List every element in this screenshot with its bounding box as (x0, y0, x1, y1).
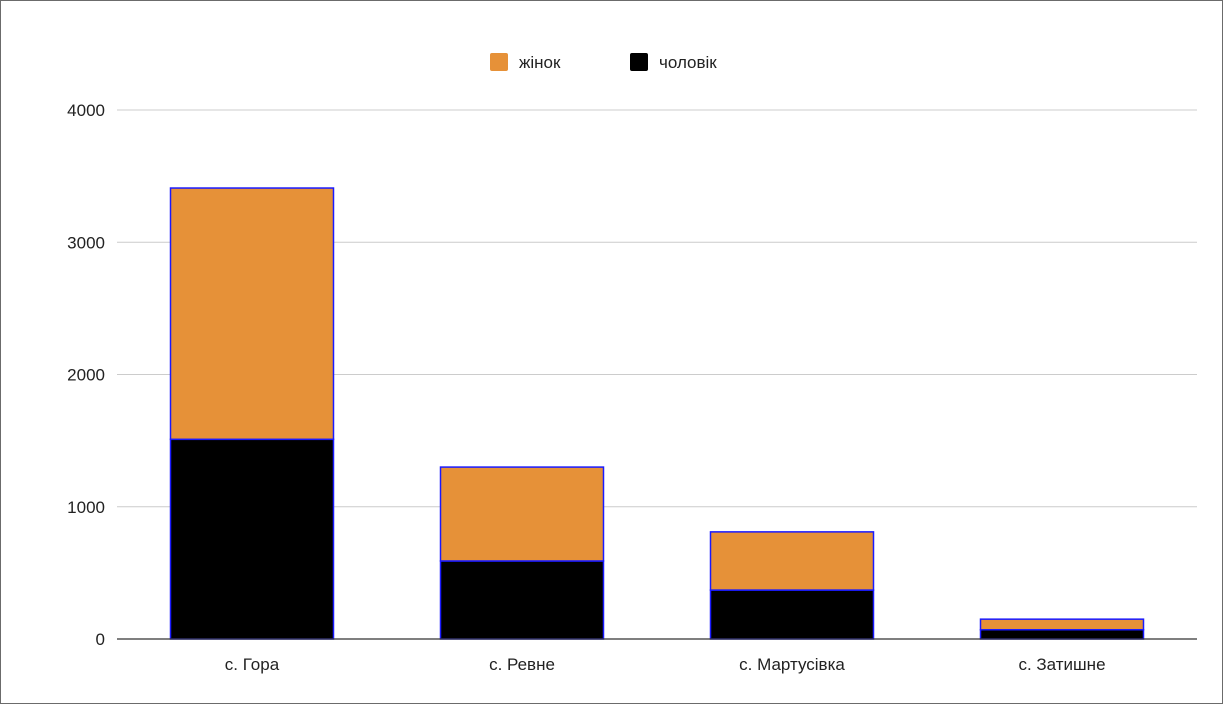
y-tick-label: 2000 (67, 366, 105, 385)
x-category-label: с. Затишне (1018, 655, 1105, 674)
x-category-label: с. Мартусівка (739, 655, 845, 674)
bar-segment-чоловік (979, 628, 1145, 640)
bar-segment-чоловік (169, 438, 335, 640)
x-category-label: с. Гора (225, 655, 280, 674)
y-tick-label: 3000 (67, 233, 105, 252)
legend-swatch (630, 53, 648, 71)
x-axis-categories: с. Гора с. Ревне с. Мартусівка с. Затишне (225, 655, 1106, 674)
bar-segment-жінок (439, 466, 605, 562)
bar-segment-жінок (979, 618, 1145, 631)
bars (169, 187, 1145, 640)
bar-segment-чоловік (709, 589, 875, 640)
x-category-label: с. Ревне (489, 655, 555, 674)
legend-swatch (490, 53, 508, 71)
legend-item: чоловік (630, 53, 717, 72)
y-axis-ticks: 0 1000 2000 3000 4000 (67, 101, 105, 649)
bar-segment-чоловік (439, 560, 605, 640)
legend-item: жінок (490, 53, 561, 72)
bar-segment-жінок (709, 531, 875, 591)
legend: жінок чоловік (490, 53, 717, 72)
y-tick-label: 4000 (67, 101, 105, 120)
y-tick-label: 1000 (67, 498, 105, 517)
legend-label: жінок (519, 53, 561, 72)
y-tick-label: 0 (96, 630, 105, 649)
bar-segment-жінок (169, 187, 335, 441)
legend-label: чоловік (659, 53, 717, 72)
